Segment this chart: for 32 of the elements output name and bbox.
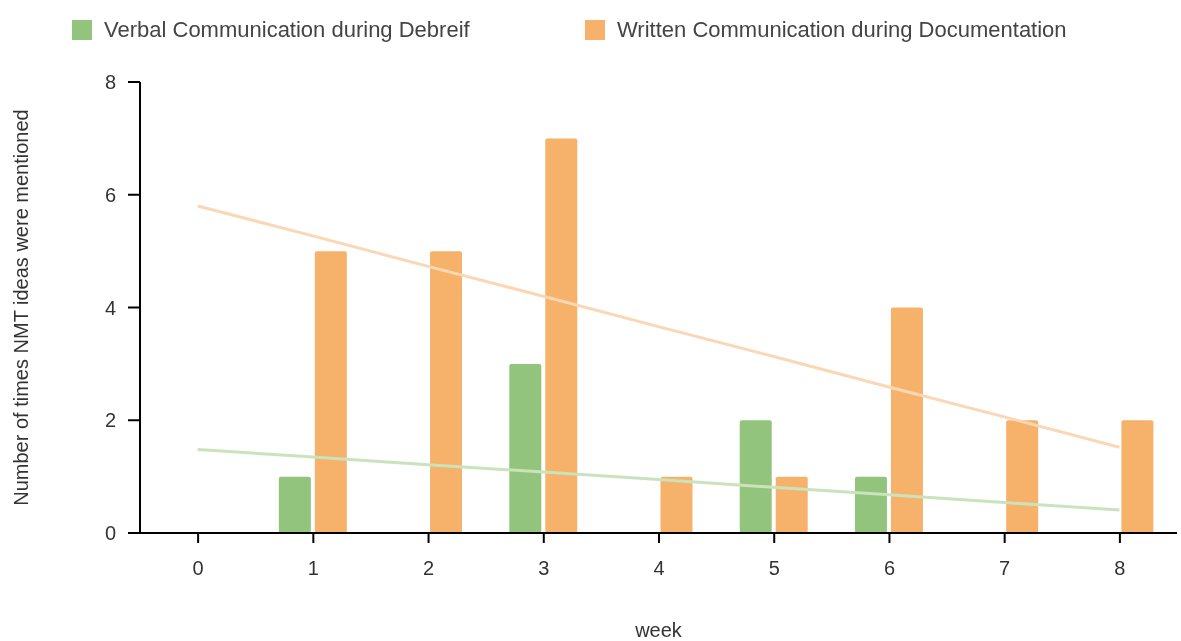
bar [660, 476, 693, 533]
x-tick-label: 4 [653, 557, 665, 580]
bar [1006, 420, 1039, 533]
bar [739, 420, 772, 533]
x-tick-label: 1 [307, 557, 319, 580]
x-axis-title: week [634, 619, 683, 641]
x-tick-label: 6 [883, 557, 896, 580]
x-tick-label: 5 [768, 557, 780, 580]
bar [854, 476, 887, 533]
bar [890, 307, 923, 533]
x-tick-label: 3 [538, 557, 550, 580]
bar [430, 251, 463, 533]
bar [314, 251, 347, 533]
line-series [196, 448, 1121, 512]
legend-label: Written Communication during Documentation [617, 17, 1067, 42]
y-tick-label: 6 [104, 183, 116, 206]
bar [545, 138, 578, 533]
x-tick-label: 8 [1114, 557, 1126, 580]
y-tick-label: 2 [104, 409, 116, 432]
x-tick-label: 7 [999, 557, 1011, 580]
y-tick-label: 4 [104, 296, 116, 319]
x-tick-label: 0 [192, 557, 204, 580]
bar [775, 476, 808, 533]
y-tick-label: 8 [104, 71, 116, 93]
y-tick-label: 0 [104, 522, 116, 544]
bar [278, 476, 311, 533]
line-series [196, 204, 1121, 449]
y-axis-title: Number of times NMT ideas were mentioned [10, 109, 32, 506]
legend-label: Verbal Communication during Debreif [104, 17, 471, 42]
bar [509, 363, 542, 533]
bar [1121, 420, 1154, 533]
x-tick-label: 2 [422, 557, 435, 580]
